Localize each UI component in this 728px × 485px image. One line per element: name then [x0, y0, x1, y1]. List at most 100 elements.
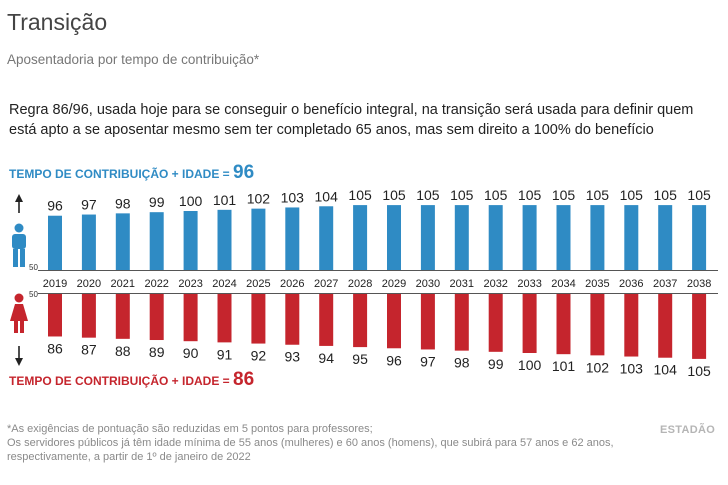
- men-bar-2032: [488, 205, 503, 270]
- women-series-label: TEMPO DE CONTRIBUIÇÃO + IDADE = 86: [9, 369, 254, 391]
- men-series-label-value: 96: [233, 162, 255, 183]
- men-value-label-2032: 105: [484, 187, 508, 203]
- men-value-label-2024: 101: [213, 192, 237, 208]
- year-tick-label-2030: 2030: [416, 278, 440, 290]
- women-value-label-2030: 97: [420, 353, 436, 369]
- women-bar-2025: [251, 294, 266, 344]
- men-bar-2023: [183, 211, 198, 270]
- men-value-label-2034: 105: [552, 187, 576, 203]
- women-bar-2026: [285, 294, 300, 345]
- women-value-label-2024: 91: [217, 346, 233, 362]
- women-value-label-2028: 95: [352, 351, 368, 367]
- men-bar-2026: [285, 207, 300, 270]
- year-tick-label-2033: 2033: [517, 278, 541, 290]
- women-value-label-2021: 88: [115, 343, 131, 359]
- women-value-label-2037: 104: [654, 362, 678, 378]
- year-tick-label-2029: 2029: [382, 278, 406, 290]
- women-bar-2033: [522, 294, 537, 353]
- men-bar-2020: [81, 214, 96, 270]
- men-bar-2035: [590, 205, 605, 270]
- women-bar-2020: [81, 294, 96, 338]
- footnote: *As exigências de pontuação são reduzida…: [7, 422, 627, 464]
- women-value-label-2020: 87: [81, 342, 97, 358]
- men-series-label-prefix: TEMPO DE CONTRIBUIÇÃO + IDADE =: [9, 167, 234, 181]
- men-value-label-2036: 105: [620, 187, 644, 203]
- women-bar-2036: [624, 294, 639, 357]
- year-tick-label-2032: 2032: [483, 278, 507, 290]
- women-value-label-2025: 92: [251, 348, 267, 364]
- year-tick-label-2022: 2022: [144, 278, 168, 290]
- women-value-label-2035: 102: [586, 359, 610, 375]
- year-tick-label-2035: 2035: [585, 278, 609, 290]
- men-value-label-2022: 99: [149, 194, 165, 210]
- year-tick-label-2023: 2023: [178, 278, 202, 290]
- men-bar-2024: [217, 209, 232, 270]
- men-value-label-2031: 105: [450, 187, 474, 203]
- year-tick-label-2027: 2027: [314, 278, 338, 290]
- men-value-label-2029: 105: [382, 187, 406, 203]
- men-value-label-2028: 105: [348, 187, 372, 203]
- chart-subtitle: Aposentadoria por tempo de contribuição*: [7, 52, 260, 67]
- women-bar-2023: [183, 294, 198, 342]
- year-tick-label-2028: 2028: [348, 278, 372, 290]
- men-value-label-2023: 100: [179, 193, 203, 209]
- men-bar-2036: [624, 205, 639, 270]
- men-value-label-2033: 105: [518, 187, 542, 203]
- women-bar-2038: [692, 294, 707, 359]
- year-tick-label-2024: 2024: [212, 278, 236, 290]
- men-bar-2021: [115, 213, 130, 270]
- men-bar-2025: [251, 208, 266, 270]
- women-value-label-2033: 100: [518, 357, 542, 373]
- women-series-label-prefix: TEMPO DE CONTRIBUIÇÃO + IDADE =: [9, 374, 234, 388]
- women-series-label-value: 86: [233, 369, 255, 390]
- year-tick-label-2034: 2034: [551, 278, 575, 290]
- men-bar-2019: [48, 215, 62, 270]
- men-value-label-2020: 97: [81, 197, 97, 213]
- men-value-label-2021: 98: [115, 195, 131, 211]
- women-value-label-2032: 99: [488, 356, 504, 372]
- women-value-label-2038: 105: [687, 363, 711, 379]
- year-tick-label-2031: 2031: [450, 278, 474, 290]
- women-bar-2021: [115, 294, 130, 339]
- woman-figure-icon: [10, 293, 28, 333]
- men-bar-2027: [319, 206, 334, 270]
- men-series-label: TEMPO DE CONTRIBUIÇÃO + IDADE = 96: [9, 162, 254, 184]
- women-value-label-2023: 90: [183, 345, 199, 361]
- women-value-label-2031: 98: [454, 355, 470, 371]
- women-bar-2034: [556, 294, 571, 355]
- women-bar-2031: [454, 294, 469, 351]
- women-value-label-2029: 96: [386, 352, 402, 368]
- year-tick-label-2037: 2037: [653, 278, 677, 290]
- women-bar-2037: [658, 294, 673, 358]
- men-bar-2033: [522, 205, 537, 270]
- women-down-arrow-icon: [15, 346, 23, 366]
- women-axis-baseline-label: 50: [29, 290, 38, 299]
- women-value-label-2019: 86: [47, 340, 63, 356]
- men-value-label-2026: 103: [281, 189, 305, 205]
- women-bar-2029: [387, 294, 401, 349]
- men-axis-baseline-label: 50: [29, 263, 38, 272]
- year-tick-label-2019: 2019: [43, 278, 67, 290]
- chart-description: Regra 86/96, usada hoje para se consegui…: [9, 102, 694, 138]
- year-tick-label-2038: 2038: [687, 278, 711, 290]
- year-tick-label-2021: 2021: [111, 278, 135, 290]
- women-bar-2024: [217, 294, 232, 343]
- footnote-line-1: *As exigências de pontuação são reduzida…: [7, 423, 373, 435]
- women-bar-2022: [149, 294, 164, 341]
- women-value-label-2022: 89: [149, 344, 165, 360]
- men-bar-2028: [353, 205, 368, 270]
- year-tick-label-2020: 2020: [77, 278, 101, 290]
- men-value-label-2030: 105: [416, 187, 440, 203]
- men-up-arrow-icon: [15, 194, 23, 213]
- men-bar-2030: [420, 205, 435, 270]
- women-value-label-2034: 101: [552, 358, 576, 374]
- men-value-label-2019: 96: [47, 198, 63, 214]
- chart-title: Transição: [7, 9, 108, 35]
- men-bar-2029: [387, 205, 401, 270]
- men-value-label-2038: 105: [687, 187, 711, 203]
- men-value-label-2037: 105: [654, 187, 678, 203]
- brand-logo: ESTADÃO: [660, 424, 716, 436]
- men-value-label-2025: 102: [247, 191, 271, 207]
- year-tick-label-2036: 2036: [619, 278, 643, 290]
